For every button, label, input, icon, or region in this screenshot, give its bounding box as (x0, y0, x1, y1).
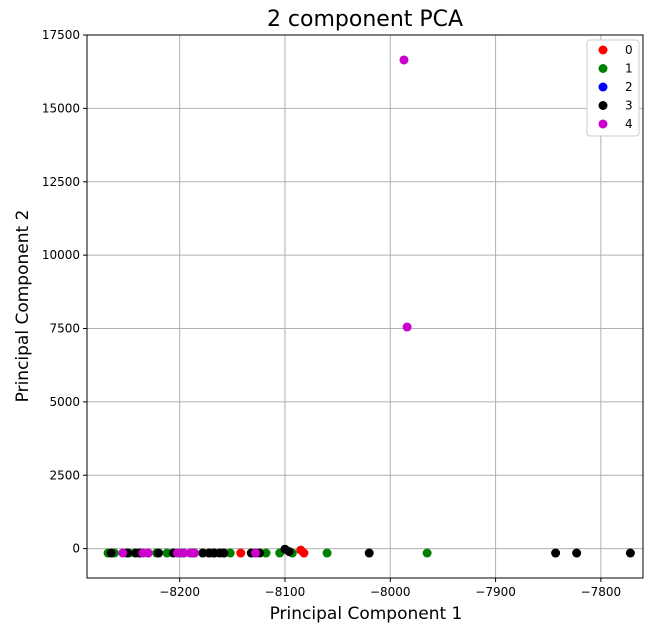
legend-label-2: 2 (625, 80, 633, 94)
scatter-point-series-3 (198, 548, 208, 558)
y-tick-label: 12500 (42, 175, 80, 189)
scatter-point-series-1 (162, 548, 172, 558)
x-tick-label: −8200 (159, 585, 200, 599)
grid-lines (87, 34, 643, 578)
scatter-point-series-4 (250, 548, 260, 558)
y-tick-label: 0 (72, 542, 80, 556)
y-tick-label: 5000 (49, 395, 80, 409)
axis-ticks: −8200 −8100 −8000 −7900 −7800 0 2500 5000 7500 10… (42, 28, 621, 599)
scatter-point-series-3 (154, 548, 164, 558)
y-tick-label: 7500 (49, 322, 80, 336)
scatter-point-series-4 (143, 548, 153, 558)
y-tick-label: 15000 (42, 101, 80, 115)
plot-frame (86, 34, 644, 579)
scatter-point-series-4 (402, 322, 412, 332)
scatter-point-series-3 (551, 548, 561, 558)
x-tick-label: −8000 (370, 585, 411, 599)
chart-title: 2 component PCA (267, 7, 463, 32)
x-tick-label: −7900 (475, 585, 516, 599)
y-tick-label: 17500 (42, 28, 80, 42)
scatter-point-series-3 (106, 548, 116, 558)
scatter-point-series-4 (399, 55, 409, 65)
legend-label-3: 3 (625, 99, 633, 113)
legend-marker-3 (598, 101, 608, 110)
legend-label-1: 1 (625, 62, 633, 76)
scatter-point-series-1 (225, 548, 235, 558)
legend-marker-4 (598, 119, 608, 129)
scatter-point-series-3 (625, 548, 635, 558)
scatter-point-series-1 (322, 548, 332, 558)
scatter-point-series-0 (236, 548, 246, 558)
legend-marker-0 (598, 45, 608, 55)
legend-label-4: 4 (625, 117, 633, 131)
legend-box (586, 39, 640, 137)
y-tick-label: 2500 (49, 468, 80, 482)
x-tick-label: −8100 (265, 585, 306, 599)
y-tick-label: 10000 (42, 248, 80, 262)
x-axis-label: Principal Component 1 (270, 604, 463, 624)
data-points (103, 55, 635, 558)
scatter-point-series-0 (299, 548, 309, 558)
scatter-point-series-4 (118, 548, 128, 558)
scatter-point-series-4 (189, 548, 199, 558)
scatter-point-series-3 (572, 548, 582, 558)
scatter-point-series-3 (284, 547, 294, 557)
scatter-point-series-4 (173, 548, 183, 558)
scatter-point-series-4 (179, 548, 189, 558)
y-axis-label: Principal Component 2 (13, 210, 33, 403)
legend-label-0: 0 (625, 43, 633, 57)
scatter-point-series-3 (219, 548, 229, 558)
scatter-point-series-3 (364, 548, 374, 558)
legend: 0 1 2 3 4 (586, 39, 640, 137)
legend-marker-1 (598, 64, 608, 73)
scatter-point-series-1 (422, 548, 432, 558)
scatter-point-series-1 (261, 548, 271, 558)
legend-marker-2 (598, 82, 608, 92)
x-tick-label: −7800 (581, 585, 622, 599)
